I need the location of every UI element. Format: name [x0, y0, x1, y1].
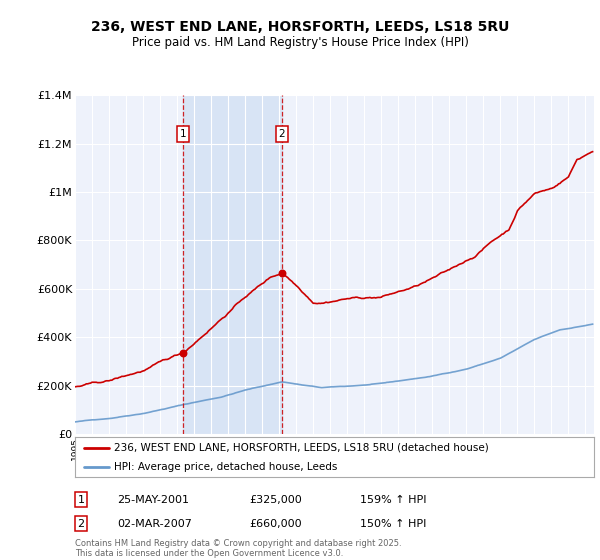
Text: 159% ↑ HPI: 159% ↑ HPI — [360, 494, 427, 505]
Text: 2: 2 — [77, 519, 85, 529]
Text: £660,000: £660,000 — [249, 519, 302, 529]
Text: Contains HM Land Registry data © Crown copyright and database right 2025.
This d: Contains HM Land Registry data © Crown c… — [75, 539, 401, 558]
Point — [178, 349, 188, 358]
Text: HPI: Average price, detached house, Leeds: HPI: Average price, detached house, Leed… — [114, 462, 337, 472]
Text: 1: 1 — [77, 494, 85, 505]
Text: 1: 1 — [179, 129, 186, 139]
Text: 150% ↑ HPI: 150% ↑ HPI — [360, 519, 427, 529]
Text: 02-MAR-2007: 02-MAR-2007 — [117, 519, 192, 529]
Text: 25-MAY-2001: 25-MAY-2001 — [117, 494, 189, 505]
Point — [277, 269, 287, 278]
Text: 2: 2 — [279, 129, 286, 139]
Bar — [183, 95, 282, 434]
Text: £325,000: £325,000 — [249, 494, 302, 505]
Text: 236, WEST END LANE, HORSFORTH, LEEDS, LS18 5RU: 236, WEST END LANE, HORSFORTH, LEEDS, LS… — [91, 20, 509, 34]
Text: 236, WEST END LANE, HORSFORTH, LEEDS, LS18 5RU (detached house): 236, WEST END LANE, HORSFORTH, LEEDS, LS… — [114, 443, 488, 452]
Text: Price paid vs. HM Land Registry's House Price Index (HPI): Price paid vs. HM Land Registry's House … — [131, 36, 469, 49]
